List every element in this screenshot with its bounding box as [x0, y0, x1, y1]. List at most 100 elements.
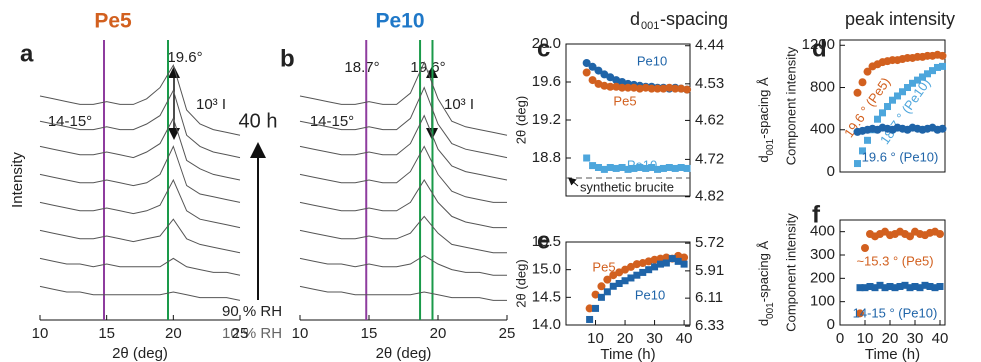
y-axis-label: Component intensity	[783, 213, 798, 332]
y-tick-label: 0	[827, 163, 835, 180]
point	[879, 109, 886, 117]
point	[586, 315, 594, 323]
point	[939, 62, 946, 70]
pattern-curve	[299, 61, 508, 136]
x-tick-label: 20	[882, 330, 899, 347]
point	[680, 253, 689, 262]
time-top: 40 h	[239, 110, 278, 132]
point	[654, 165, 662, 173]
point	[853, 88, 862, 97]
point	[919, 73, 926, 81]
y-tick-label: 20.0	[532, 35, 561, 52]
time-baseline: 10 % RH	[222, 325, 282, 342]
point	[653, 84, 662, 93]
point	[603, 288, 611, 296]
header-peak: peak intensity	[845, 9, 955, 29]
point	[635, 84, 644, 93]
y2-tick-label: 4.62	[695, 111, 724, 128]
point	[612, 164, 620, 172]
plot-frame	[565, 241, 691, 326]
series-label: Pe10	[637, 53, 667, 68]
pattern-curve	[299, 255, 507, 276]
y2-tick-label: 4.82	[695, 188, 724, 205]
plot-frame	[839, 219, 946, 326]
x-axis-label: Time (h)	[865, 346, 920, 362]
point	[639, 268, 647, 276]
y2-tick-label: 4.44	[695, 37, 724, 54]
x-tick-label: 10	[292, 325, 309, 342]
point	[636, 164, 644, 171]
point	[585, 304, 594, 313]
time-start: 90 % RH	[222, 303, 282, 320]
point	[909, 79, 916, 87]
y-axis-label: Intensity	[9, 152, 26, 208]
y2-tick-label: 6.33	[695, 317, 724, 334]
reference-arrow	[567, 177, 579, 187]
panel-title: Pe5	[94, 10, 132, 33]
y-axis-label: Component intensity	[783, 46, 798, 165]
x-axis-label: 2θ (deg)	[376, 345, 432, 362]
point	[641, 83, 650, 92]
point	[881, 284, 889, 292]
y-tick-label: 100	[810, 293, 835, 310]
pattern-curve	[39, 285, 241, 301]
header-sub: 001	[641, 20, 659, 32]
point	[659, 84, 668, 93]
point	[911, 283, 919, 290]
point	[591, 290, 600, 299]
point	[597, 282, 606, 291]
point	[630, 164, 638, 172]
point	[901, 281, 909, 289]
y2-axis-label: d001-spacing Å	[756, 241, 776, 327]
y-axis-label: 2θ (deg)	[513, 259, 528, 307]
x-tick-label: 40	[676, 330, 693, 347]
point	[891, 284, 899, 292]
point	[677, 164, 685, 171]
x-tick-label: 15	[98, 325, 115, 342]
point	[592, 304, 600, 312]
series-label: ~15.3 ° (Pe5)	[856, 253, 933, 268]
point	[889, 96, 896, 104]
y-tick-label: 400	[810, 121, 835, 138]
y-tick-label: 19.6	[532, 73, 561, 90]
x-tick-label: 10	[32, 325, 49, 342]
y2-label-part: d	[756, 155, 771, 162]
point	[876, 281, 884, 289]
annotation: 10³ I	[196, 96, 226, 113]
y-tick-label: 14.0	[532, 316, 561, 333]
point	[859, 147, 866, 155]
point	[600, 165, 608, 173]
point	[856, 309, 864, 318]
y-axis-label: 2θ (deg)	[513, 96, 528, 144]
pattern-curve	[299, 285, 507, 301]
point	[926, 283, 934, 290]
annotation: 10³ I	[444, 96, 474, 113]
panel-letter: e	[537, 227, 550, 254]
point	[864, 136, 871, 144]
point	[583, 154, 591, 162]
point	[618, 83, 627, 92]
point	[884, 103, 891, 111]
x-tick-label: 15	[361, 325, 378, 342]
pattern-curve	[39, 178, 241, 229]
pattern-curve	[299, 114, 508, 181]
point	[612, 82, 621, 91]
point	[624, 165, 632, 173]
annotation: 19.6°	[167, 49, 202, 66]
header-d: d	[630, 9, 640, 29]
point	[629, 83, 638, 92]
point	[603, 275, 612, 284]
point	[896, 283, 904, 290]
point	[916, 284, 924, 292]
point	[621, 277, 629, 285]
y-tick-label: 15.0	[532, 261, 561, 278]
panel-title: Pe10	[375, 10, 424, 33]
pattern-curve	[299, 215, 507, 254]
point	[921, 281, 929, 289]
point	[861, 244, 869, 252]
y-tick-label: 800	[810, 78, 835, 95]
point	[609, 282, 617, 290]
pattern-curve	[299, 145, 507, 203]
point	[606, 82, 615, 91]
panel-letter: d	[812, 35, 827, 62]
